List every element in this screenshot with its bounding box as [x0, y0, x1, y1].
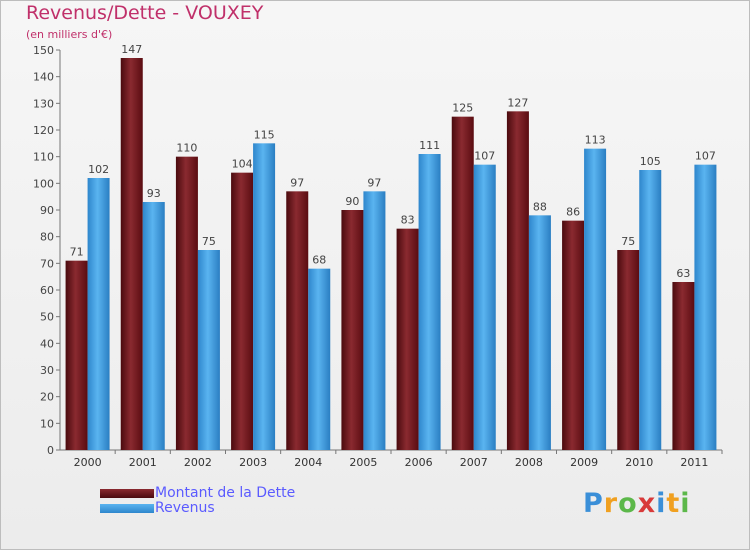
- y-tick-label: 30: [40, 364, 54, 377]
- bar-value-label: 63: [676, 267, 690, 280]
- bar-revenue: [639, 170, 662, 450]
- bar-value-label: 147: [121, 43, 142, 56]
- x-tick-label: 2002: [184, 456, 212, 469]
- bar-value-label: 68: [312, 254, 326, 267]
- x-tick-label: 2009: [570, 456, 598, 469]
- bar-revenue: [308, 268, 331, 450]
- bar-value-label: 93: [147, 187, 161, 200]
- bar-revenue: [363, 191, 386, 451]
- bar-value-label: 115: [254, 128, 275, 141]
- y-tick-label: 60: [40, 284, 54, 297]
- logo-letter: r: [603, 488, 619, 519]
- bar-debt: [231, 172, 254, 450]
- bar-revenue: [87, 178, 110, 450]
- bar-revenue: [584, 148, 607, 450]
- bar-value-label: 107: [695, 150, 716, 163]
- bar-value-label: 86: [566, 206, 580, 219]
- bar-value-label: 110: [176, 142, 197, 155]
- bar-revenue: [418, 154, 441, 450]
- bar-debt: [175, 156, 198, 450]
- bar-revenue: [253, 143, 276, 451]
- bar-value-label: 71: [70, 246, 84, 259]
- bar-debt: [286, 191, 309, 451]
- bar-value-label: 97: [367, 176, 381, 189]
- y-tick-label: 40: [40, 337, 54, 350]
- bar-debt: [672, 282, 695, 450]
- y-tick-label: 110: [33, 151, 54, 164]
- bar-revenue: [528, 215, 551, 450]
- y-tick-label: 100: [33, 177, 54, 190]
- logo-letter: i: [680, 488, 691, 519]
- bar-debt: [341, 210, 364, 450]
- bar-value-label: 113: [585, 134, 606, 147]
- legend-swatch-revenue: [100, 504, 154, 513]
- bar-value-label: 111: [419, 139, 440, 152]
- bar-value-label: 75: [202, 235, 216, 248]
- bar-debt: [562, 220, 585, 450]
- bar-debt: [506, 111, 529, 450]
- y-tick-label: 0: [47, 444, 54, 457]
- bar-debt: [120, 58, 143, 450]
- x-tick-label: 2005: [349, 456, 377, 469]
- y-tick-label: 50: [40, 311, 54, 324]
- bar-debt: [451, 116, 474, 451]
- bar-value-label: 90: [345, 195, 359, 208]
- bar-revenue: [142, 202, 165, 450]
- logo-letter: x: [637, 488, 657, 519]
- chart-subtitle: (en milliers d'€): [26, 28, 113, 41]
- bar-value-label: 83: [401, 214, 415, 227]
- y-tick-label: 70: [40, 257, 54, 270]
- legend-swatch-debt: [100, 489, 154, 498]
- logo-letter: i: [656, 488, 667, 519]
- proxiti-logo: Proxiti: [583, 488, 691, 519]
- bar-revenue: [473, 164, 496, 450]
- bar-value-label: 107: [474, 150, 495, 163]
- bar-revenue: [197, 250, 220, 450]
- chart-title: Revenus/Dette - VOUXEY: [26, 2, 264, 24]
- y-tick-label: 140: [33, 71, 54, 84]
- x-tick-label: 2003: [239, 456, 267, 469]
- bar-value-label: 97: [290, 176, 304, 189]
- x-tick-label: 2007: [460, 456, 488, 469]
- bar-debt: [65, 260, 88, 450]
- y-tick-label: 80: [40, 231, 54, 244]
- bar-value-label: 75: [621, 235, 635, 248]
- bar-value-label: 102: [88, 163, 109, 176]
- x-tick-label: 2006: [405, 456, 433, 469]
- bar-value-label: 88: [533, 200, 547, 213]
- bar-value-label: 125: [452, 102, 473, 115]
- x-tick-label: 2011: [680, 456, 708, 469]
- y-tick-label: 10: [40, 417, 54, 430]
- bar-value-label: 127: [507, 96, 528, 109]
- legend-label-debt: Montant de la Dette: [155, 485, 296, 501]
- y-tick-label: 90: [40, 204, 54, 217]
- x-tick-label: 2010: [625, 456, 653, 469]
- x-tick-label: 2000: [74, 456, 102, 469]
- x-tick-label: 2004: [294, 456, 322, 469]
- bar-debt: [396, 228, 419, 450]
- y-tick-label: 130: [33, 97, 54, 110]
- logo-letter: P: [583, 488, 604, 519]
- y-tick-label: 20: [40, 391, 54, 404]
- legend-label-revenue: Revenus: [155, 500, 215, 516]
- bar-value-label: 104: [232, 158, 253, 171]
- bar-value-label: 105: [640, 155, 661, 168]
- x-tick-label: 2001: [129, 456, 157, 469]
- bar-revenue: [694, 164, 717, 450]
- logo-letter: o: [618, 488, 638, 519]
- logo-letter: t: [666, 488, 681, 519]
- x-tick-label: 2008: [515, 456, 543, 469]
- y-tick-label: 120: [33, 124, 54, 137]
- bar-debt: [617, 250, 640, 450]
- y-tick-label: 150: [33, 44, 54, 57]
